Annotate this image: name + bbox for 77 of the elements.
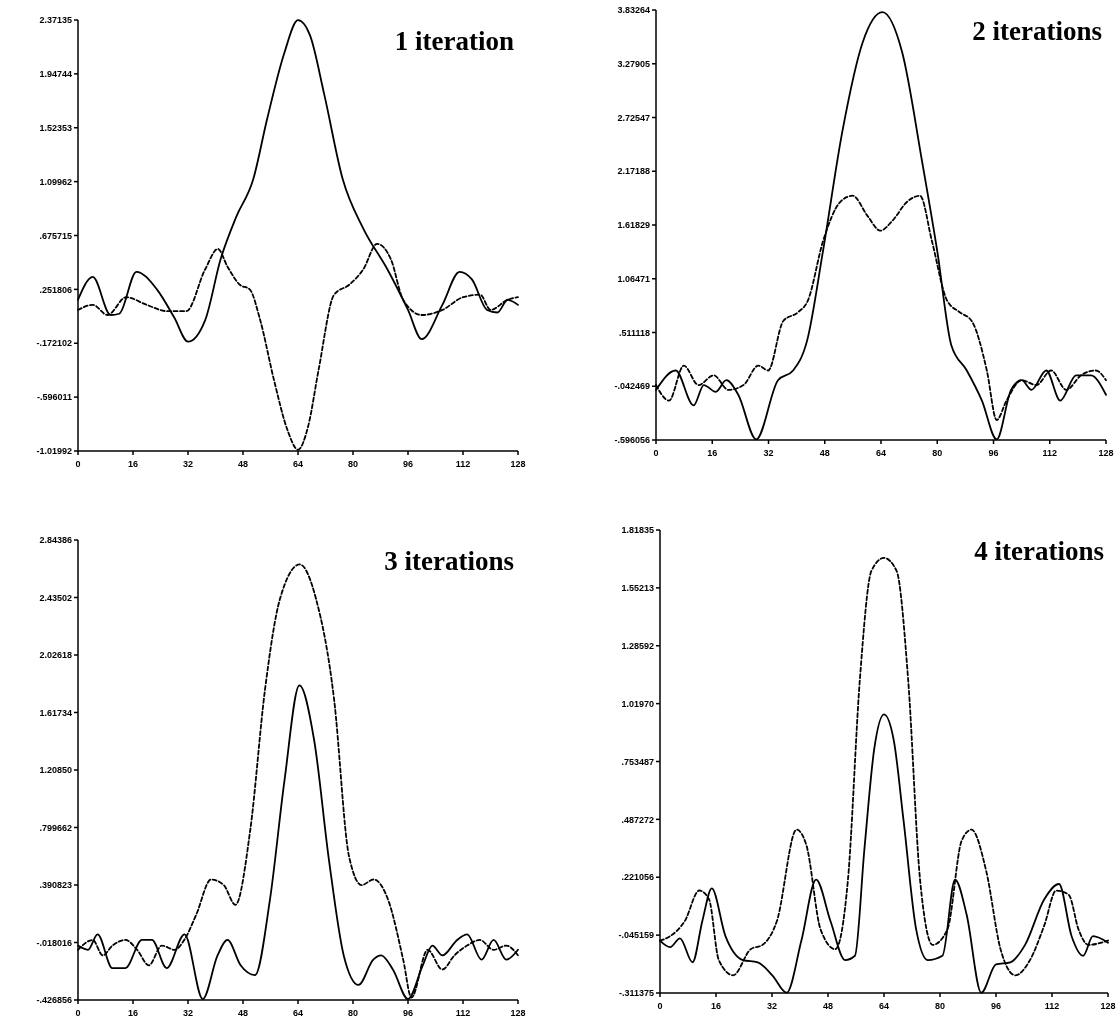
- x-tick-label: 96: [988, 448, 999, 458]
- chart-title: 3 iterations: [384, 546, 514, 576]
- x-tick-label: 112: [455, 1008, 471, 1018]
- y-tick-label: .390823: [39, 880, 72, 891]
- x-tick-label: 16: [707, 448, 718, 458]
- x-tick-label: 0: [653, 448, 659, 458]
- x-tick-label: 32: [763, 448, 774, 458]
- x-tick-label: 48: [822, 1001, 834, 1011]
- x-tick-label: 48: [237, 1008, 249, 1018]
- y-tick-label: .251806: [39, 284, 72, 295]
- y-tick-label: -1.01992: [36, 446, 72, 457]
- y-tick-label: 1.52353: [39, 122, 72, 133]
- chart-title: 2 iterations: [972, 16, 1102, 46]
- x-tick-label: 16: [127, 459, 139, 469]
- y-tick-label: 1.94744: [39, 69, 72, 80]
- x-tick-label: 80: [347, 1008, 359, 1018]
- y-tick-label: -.018016: [36, 937, 72, 948]
- x-tick-label: 48: [237, 459, 249, 469]
- x-tick-label: 80: [934, 1001, 946, 1011]
- x-tick-label: 112: [1044, 1001, 1060, 1011]
- y-tick-label: 3.27905: [617, 58, 650, 69]
- y-tick-label: 2.37135: [39, 15, 72, 26]
- y-tick-label: 1.20850: [39, 765, 72, 776]
- y-tick-label: 2.72547: [617, 112, 650, 123]
- x-tick-label: 128: [510, 459, 526, 469]
- x-tick-label: 112: [455, 459, 471, 469]
- x-tick-label: 32: [182, 459, 194, 469]
- y-tick-label: .487272: [621, 814, 654, 825]
- y-tick-label: -.426856: [36, 995, 72, 1006]
- y-tick-label: -.311375: [618, 988, 654, 999]
- x-tick-label: 64: [878, 1001, 890, 1011]
- y-tick-label: -.045159: [618, 930, 654, 941]
- x-tick-label: 48: [819, 448, 830, 458]
- x-tick-label: 0: [75, 1008, 81, 1018]
- x-tick-label: 16: [710, 1001, 722, 1011]
- x-tick-label: 64: [875, 448, 887, 458]
- y-tick-label: 3.83264: [617, 5, 650, 16]
- x-tick-label: 96: [402, 459, 414, 469]
- x-tick-label: 80: [347, 459, 359, 469]
- x-tick-label: 32: [766, 1001, 778, 1011]
- x-tick-label: 112: [1042, 448, 1058, 458]
- y-tick-label: 1.61829: [617, 220, 650, 231]
- y-tick-label: .221056: [621, 872, 654, 883]
- y-tick-label: .511118: [618, 327, 650, 338]
- x-tick-label: 64: [292, 459, 304, 469]
- x-tick-label: 0: [75, 459, 81, 469]
- y-tick-label: .753487: [621, 756, 654, 767]
- x-tick-label: 96: [402, 1008, 414, 1018]
- y-tick-label: -.596056: [614, 435, 650, 446]
- x-tick-label: 16: [127, 1008, 139, 1018]
- y-tick-label: 1.09962: [39, 176, 72, 187]
- y-tick-label: 2.84386: [39, 535, 72, 546]
- y-tick-label: .799662: [39, 822, 72, 833]
- x-tick-label: 32: [182, 1008, 194, 1018]
- x-tick-label: 96: [990, 1001, 1002, 1011]
- y-tick-label: 2.02618: [39, 650, 72, 661]
- y-tick-label: 1.55213: [621, 583, 654, 594]
- x-tick-label: 128: [1098, 448, 1114, 458]
- x-tick-label: 0: [657, 1001, 663, 1011]
- x-tick-label: 80: [932, 448, 943, 458]
- y-tick-label: -.042469: [614, 381, 650, 392]
- y-tick-label: 1.01970: [621, 698, 654, 709]
- x-tick-label: 64: [292, 1008, 304, 1018]
- x-tick-label: 128: [1100, 1001, 1116, 1011]
- y-tick-label: 1.28592: [621, 640, 654, 651]
- y-tick-label: -.172102: [36, 338, 72, 349]
- y-tick-label: -.596011: [36, 392, 72, 403]
- x-tick-label: 128: [510, 1008, 526, 1018]
- y-tick-label: 2.43502: [39, 592, 72, 603]
- line-series: [655, 11, 1107, 441]
- y-tick-label: 2.17188: [617, 166, 650, 177]
- chart-title: 4 iterations: [974, 536, 1104, 566]
- y-tick-label: 1.06471: [617, 273, 650, 284]
- chart-title: 1 iteration: [394, 26, 514, 56]
- y-tick-label: .675715: [39, 230, 72, 241]
- y-tick-label: 1.81835: [621, 525, 654, 536]
- y-tick-label: 1.61734: [39, 707, 72, 718]
